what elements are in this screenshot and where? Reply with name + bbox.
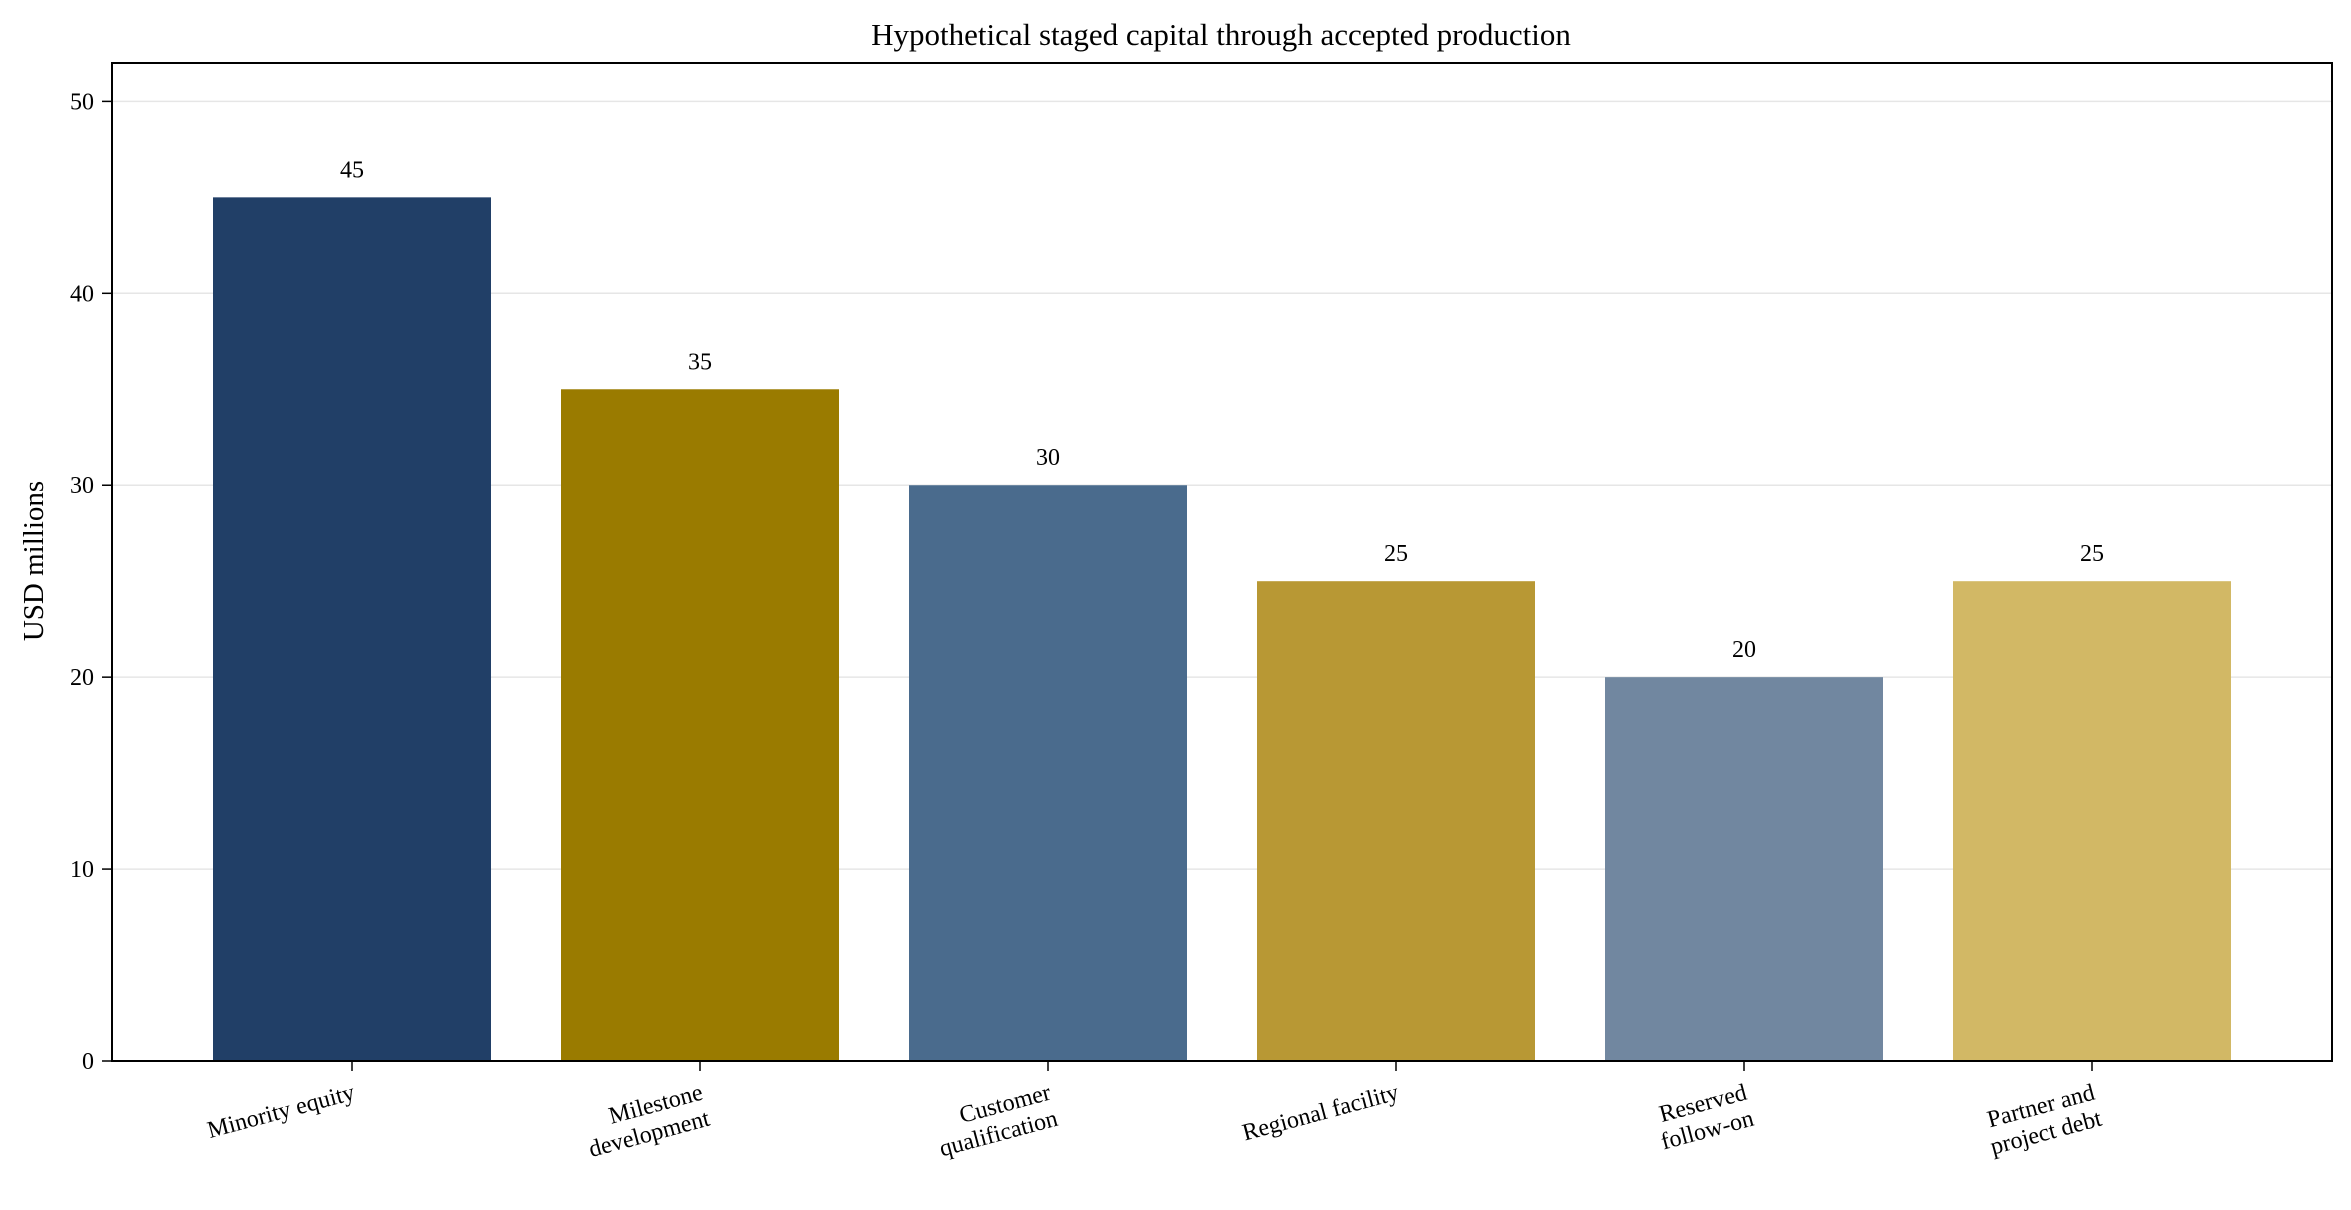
bar-4 bbox=[1605, 677, 1883, 1061]
bar-2 bbox=[909, 485, 1187, 1061]
y-tick-label-30: 30 bbox=[70, 473, 94, 499]
bar-value-label-4: 20 bbox=[1732, 637, 1756, 663]
bar-value-label-5: 25 bbox=[2080, 541, 2104, 567]
bar-value-label-3: 25 bbox=[1384, 541, 1408, 567]
bar-value-label-2: 30 bbox=[1036, 445, 1060, 471]
y-ticks: 0 10 20 30 40 50 bbox=[70, 89, 112, 1075]
bar-0 bbox=[213, 197, 491, 1061]
plot-frame bbox=[111, 62, 2333, 1062]
axes-frame bbox=[111, 62, 2333, 1062]
y-tick-label-40: 40 bbox=[70, 281, 94, 307]
bar-5 bbox=[1953, 581, 2231, 1061]
bar-value-label-1: 35 bbox=[688, 349, 712, 375]
y-axis-label: USD millions bbox=[18, 481, 50, 641]
bar-3 bbox=[1257, 581, 1535, 1061]
y-tick-label-50: 50 bbox=[70, 89, 94, 115]
y-tick-label-20: 20 bbox=[70, 665, 94, 691]
chart-title: Hypothetical staged capital through acce… bbox=[871, 17, 1571, 52]
bar-value-label-0: 45 bbox=[340, 157, 364, 183]
bars bbox=[213, 197, 2231, 1061]
value-labels: 45 35 30 25 20 25 bbox=[340, 157, 2104, 663]
y-tick-label-0: 0 bbox=[82, 1049, 94, 1075]
y-tick-label-10: 10 bbox=[70, 857, 94, 883]
bar-1 bbox=[561, 389, 839, 1061]
